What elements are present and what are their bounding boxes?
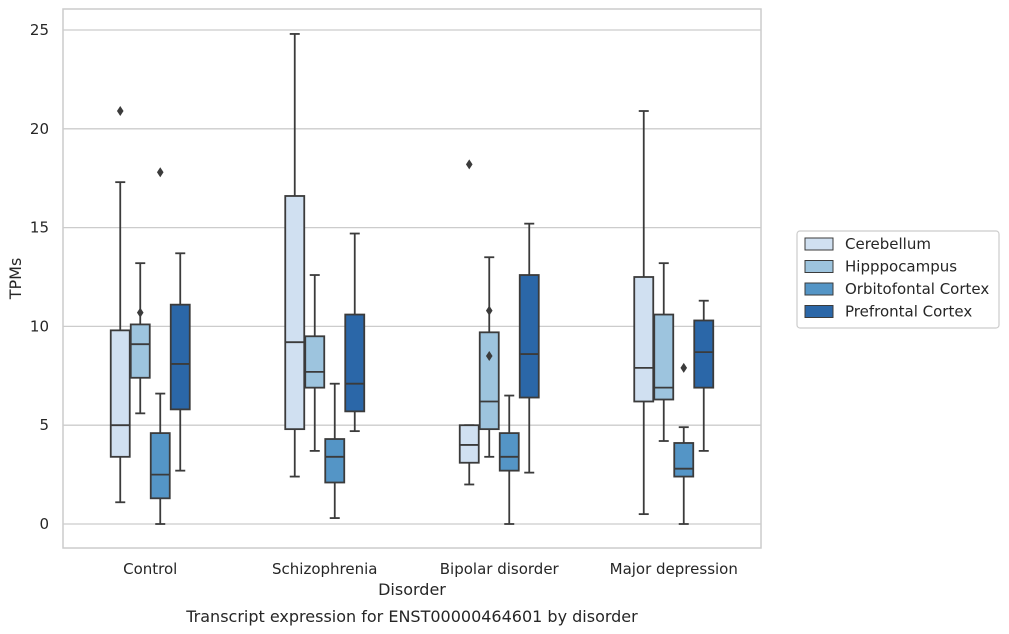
outlier-point — [680, 362, 688, 373]
box-body — [458, 424, 480, 464]
legend-swatch — [804, 305, 834, 318]
legend-label: Prefrontal Cortex — [845, 303, 972, 321]
y-tick-label: 15 — [30, 219, 49, 237]
figure-caption: Transcript expression for ENST0000046460… — [185, 607, 638, 626]
box-body — [284, 195, 306, 431]
box-cerebellum — [284, 33, 306, 478]
legend-label: Hipppocampus — [845, 258, 957, 276]
box-body — [633, 276, 655, 403]
box-orbitofontal-cortex — [673, 362, 695, 525]
x-tick-label: Bipolar disorder — [440, 560, 560, 578]
legend-swatch — [804, 237, 834, 251]
box-body — [653, 313, 675, 401]
box-body — [673, 442, 695, 478]
box-body — [324, 438, 346, 484]
box-cerebellum — [633, 110, 655, 516]
box-body — [169, 303, 191, 411]
legend-label: Orbitofontal Cortex — [845, 280, 989, 298]
plot-area — [62, 8, 762, 549]
box-body — [304, 335, 326, 389]
box-prefrontal-cortex — [169, 252, 191, 472]
x-tick-labels: Control Schizophrenia Bipolar disorder Majo… — [123, 560, 738, 578]
outlier-point — [136, 307, 144, 318]
legend-box — [796, 230, 1000, 329]
outlier-point — [485, 305, 493, 316]
x-tick-label: Control — [123, 560, 177, 578]
box-prefrontal-cortex — [693, 299, 715, 452]
outlier-point — [156, 167, 164, 178]
outlier-point — [116, 106, 124, 117]
x-tick-label: Schizophrenia — [272, 560, 377, 578]
box-hipppocampus — [129, 262, 151, 415]
box-body — [498, 432, 520, 472]
y-tick-label: 0 — [39, 515, 49, 533]
box-body — [109, 329, 131, 458]
box-prefrontal-cortex — [518, 222, 540, 474]
legend: Cerebellum Hipppocampus Orbitofontal Corte… — [796, 230, 1000, 329]
box-hipppocampus — [653, 262, 675, 442]
x-tick-label: Major depression — [610, 560, 738, 578]
box-body — [129, 323, 151, 379]
box-orbitofontal-cortex — [149, 167, 171, 525]
legend-swatch — [804, 260, 834, 273]
y-tick-label: 20 — [30, 120, 49, 138]
legend-swatch — [804, 282, 834, 296]
outlier-point — [465, 159, 473, 170]
box-cerebellum — [109, 106, 131, 504]
legend-label: Cerebellum — [845, 235, 931, 253]
outlier-point — [485, 351, 493, 362]
y-axis-label: TPMs — [6, 258, 25, 301]
box-cerebellum — [458, 159, 480, 486]
y-tick-label: 10 — [30, 317, 49, 335]
box-hipppocampus — [478, 256, 500, 458]
box-hipppocampus — [304, 274, 326, 452]
box-prefrontal-cortex — [344, 232, 366, 433]
y-tick-label: 5 — [39, 416, 49, 434]
box-orbitofontal-cortex — [498, 394, 520, 525]
box-orbitofontal-cortex — [324, 382, 346, 519]
box-body — [518, 274, 540, 399]
y-tick-label: 25 — [30, 21, 49, 39]
box-body — [344, 313, 366, 413]
box-body — [693, 319, 715, 389]
boxes-group — [109, 33, 715, 525]
y-tick-labels: 0 5 10 15 20 25 — [30, 21, 49, 533]
box-body — [478, 331, 500, 431]
box-body — [149, 432, 171, 500]
x-axis-label: Disorder — [378, 580, 446, 599]
